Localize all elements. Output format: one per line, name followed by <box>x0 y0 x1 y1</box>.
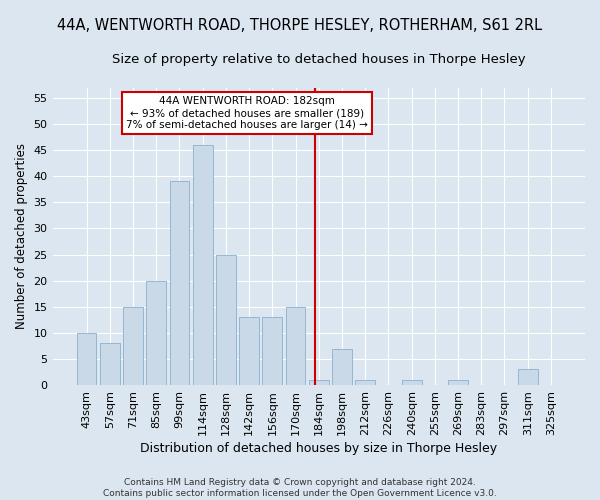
Text: 44A, WENTWORTH ROAD, THORPE HESLEY, ROTHERHAM, S61 2RL: 44A, WENTWORTH ROAD, THORPE HESLEY, ROTH… <box>58 18 542 32</box>
Bar <box>402 380 422 385</box>
Bar <box>239 317 259 385</box>
Bar <box>170 182 190 385</box>
Text: 44A WENTWORTH ROAD: 182sqm
← 93% of detached houses are smaller (189)
7% of semi: 44A WENTWORTH ROAD: 182sqm ← 93% of deta… <box>126 96 368 130</box>
Text: Contains HM Land Registry data © Crown copyright and database right 2024.
Contai: Contains HM Land Registry data © Crown c… <box>103 478 497 498</box>
X-axis label: Distribution of detached houses by size in Thorpe Hesley: Distribution of detached houses by size … <box>140 442 497 455</box>
Bar <box>262 317 282 385</box>
Bar <box>146 280 166 385</box>
Bar <box>518 370 538 385</box>
Y-axis label: Number of detached properties: Number of detached properties <box>15 144 28 330</box>
Bar <box>77 333 97 385</box>
Bar <box>193 145 212 385</box>
Bar <box>332 348 352 385</box>
Bar <box>123 307 143 385</box>
Bar <box>448 380 468 385</box>
Bar <box>216 254 236 385</box>
Title: Size of property relative to detached houses in Thorpe Hesley: Size of property relative to detached ho… <box>112 52 526 66</box>
Bar <box>100 344 119 385</box>
Bar <box>309 380 329 385</box>
Bar <box>286 307 305 385</box>
Bar <box>355 380 375 385</box>
